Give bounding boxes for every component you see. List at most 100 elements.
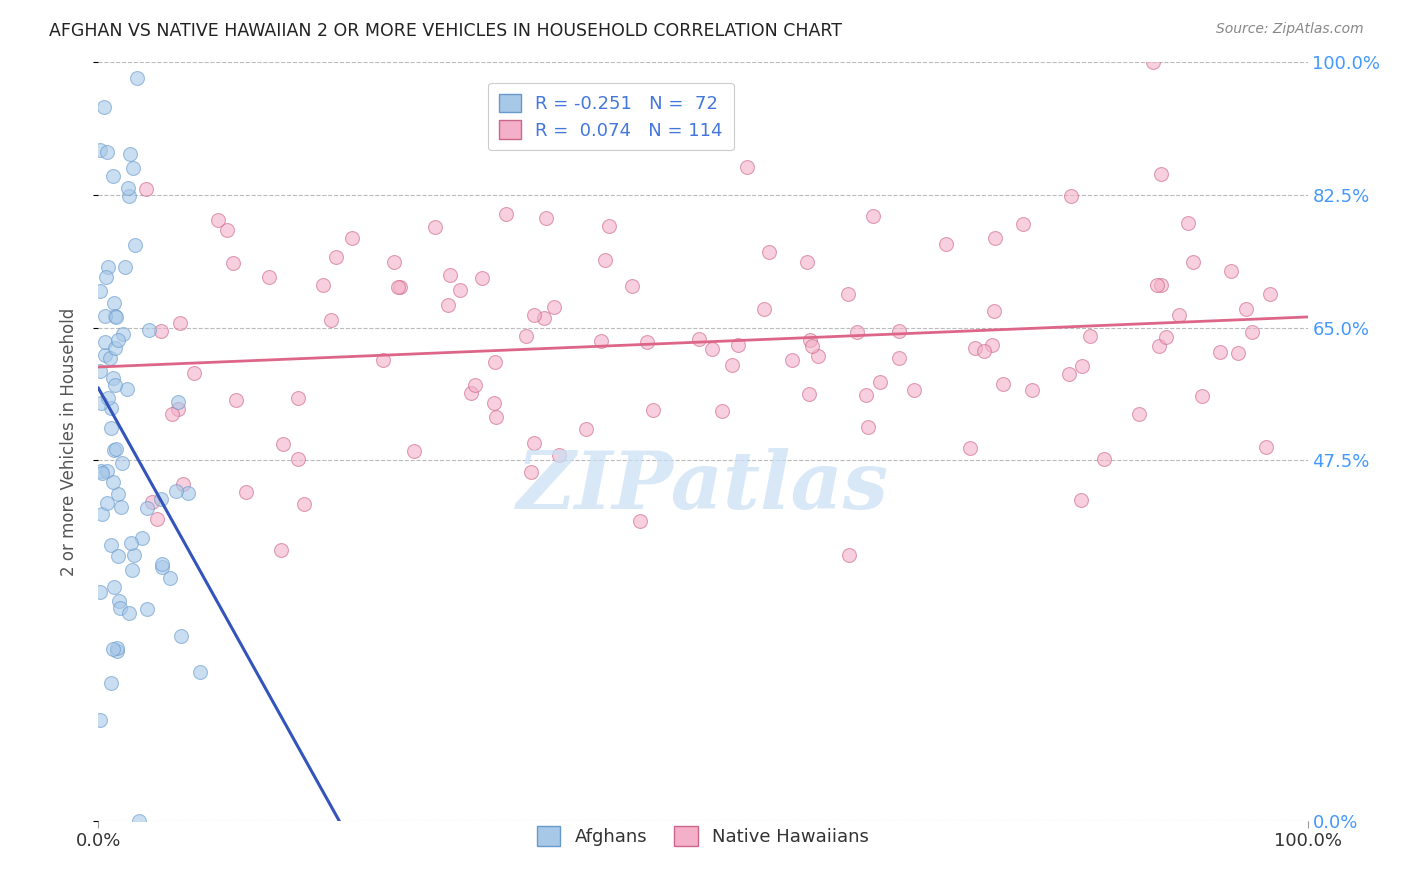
- Point: [100, 675, 122, 690]
- Point: [543, 300, 565, 314]
- Point: [103, 296, 125, 310]
- Point: [131, 531, 153, 545]
- Point: [1227, 346, 1250, 360]
- Point: [107, 549, 129, 563]
- Point: [548, 448, 571, 462]
- Point: [688, 333, 710, 347]
- Point: [1258, 287, 1281, 301]
- Point: [464, 378, 486, 392]
- Point: [146, 512, 169, 526]
- Point: [1060, 189, 1083, 203]
- Point: [519, 465, 541, 479]
- Legend: Afghans, Native Hawaiians: Afghans, Native Hawaiians: [530, 819, 876, 854]
- Point: [534, 211, 557, 225]
- Point: [325, 250, 347, 264]
- Point: [533, 310, 555, 325]
- Point: [101, 475, 124, 489]
- Point: [141, 495, 163, 509]
- Point: [97, 391, 120, 405]
- Point: [495, 207, 517, 221]
- Point: [436, 298, 458, 312]
- Point: [89, 713, 111, 727]
- Point: [128, 814, 150, 828]
- Point: [780, 353, 803, 368]
- Point: [797, 387, 820, 401]
- Point: [136, 602, 159, 616]
- Point: [97, 260, 120, 274]
- Point: [100, 538, 122, 552]
- Point: [589, 334, 612, 348]
- Point: [984, 231, 1007, 245]
- Point: [449, 283, 471, 297]
- Point: [471, 271, 494, 285]
- Point: [1191, 388, 1213, 402]
- Point: [124, 237, 146, 252]
- Point: [1070, 359, 1092, 373]
- Point: [150, 324, 173, 338]
- Y-axis label: 2 or more Vehicles in Household: 2 or more Vehicles in Household: [59, 308, 77, 575]
- Point: [172, 476, 194, 491]
- Point: [89, 585, 111, 599]
- Point: [107, 333, 129, 347]
- Point: [485, 410, 508, 425]
- Point: [89, 284, 111, 298]
- Point: [1070, 493, 1092, 508]
- Point: [124, 548, 146, 562]
- Point: [101, 642, 124, 657]
- Point: [484, 396, 506, 410]
- Point: [150, 492, 173, 507]
- Point: [1057, 367, 1080, 381]
- Point: [120, 147, 142, 161]
- Text: Source: ZipAtlas.com: Source: ZipAtlas.com: [1216, 22, 1364, 37]
- Point: [89, 143, 111, 157]
- Point: [388, 280, 411, 294]
- Point: [484, 355, 506, 369]
- Point: [287, 451, 309, 466]
- Point: [96, 145, 118, 160]
- Point: [1254, 440, 1277, 454]
- Point: [127, 70, 149, 85]
- Point: [1146, 278, 1168, 293]
- Point: [515, 328, 537, 343]
- Point: [973, 344, 995, 359]
- Point: [796, 255, 818, 269]
- Point: [98, 351, 121, 365]
- Point: [575, 422, 598, 436]
- Point: [1142, 55, 1164, 70]
- Point: [170, 629, 193, 643]
- Point: [225, 393, 247, 408]
- Point: [96, 495, 118, 509]
- Point: [104, 378, 127, 392]
- Point: [138, 323, 160, 337]
- Point: [117, 181, 139, 195]
- Point: [270, 542, 292, 557]
- Point: [96, 465, 118, 479]
- Point: [103, 580, 125, 594]
- Point: [104, 309, 127, 323]
- Point: [991, 376, 1014, 391]
- Point: [271, 436, 294, 450]
- Point: [176, 485, 198, 500]
- Point: [628, 515, 651, 529]
- Point: [838, 548, 860, 563]
- Point: [1128, 407, 1150, 421]
- Point: [1209, 345, 1232, 359]
- Point: [100, 401, 122, 415]
- Point: [983, 304, 1005, 318]
- Point: [963, 341, 986, 355]
- Point: [105, 640, 128, 655]
- Point: [935, 237, 957, 252]
- Point: [135, 182, 157, 196]
- Point: [1234, 302, 1257, 317]
- Point: [94, 269, 117, 284]
- Point: [1241, 325, 1264, 339]
- Point: [167, 394, 190, 409]
- Point: [342, 231, 364, 245]
- Text: ZIPatlas: ZIPatlas: [517, 449, 889, 525]
- Point: [869, 375, 891, 389]
- Point: [887, 325, 910, 339]
- Point: [188, 665, 211, 680]
- Point: [1092, 452, 1115, 467]
- Point: [118, 188, 141, 202]
- Text: AFGHAN VS NATIVE HAWAIIAN 2 OR MORE VEHICLES IN HOUSEHOLD CORRELATION CHART: AFGHAN VS NATIVE HAWAIIAN 2 OR MORE VEHI…: [49, 22, 842, 40]
